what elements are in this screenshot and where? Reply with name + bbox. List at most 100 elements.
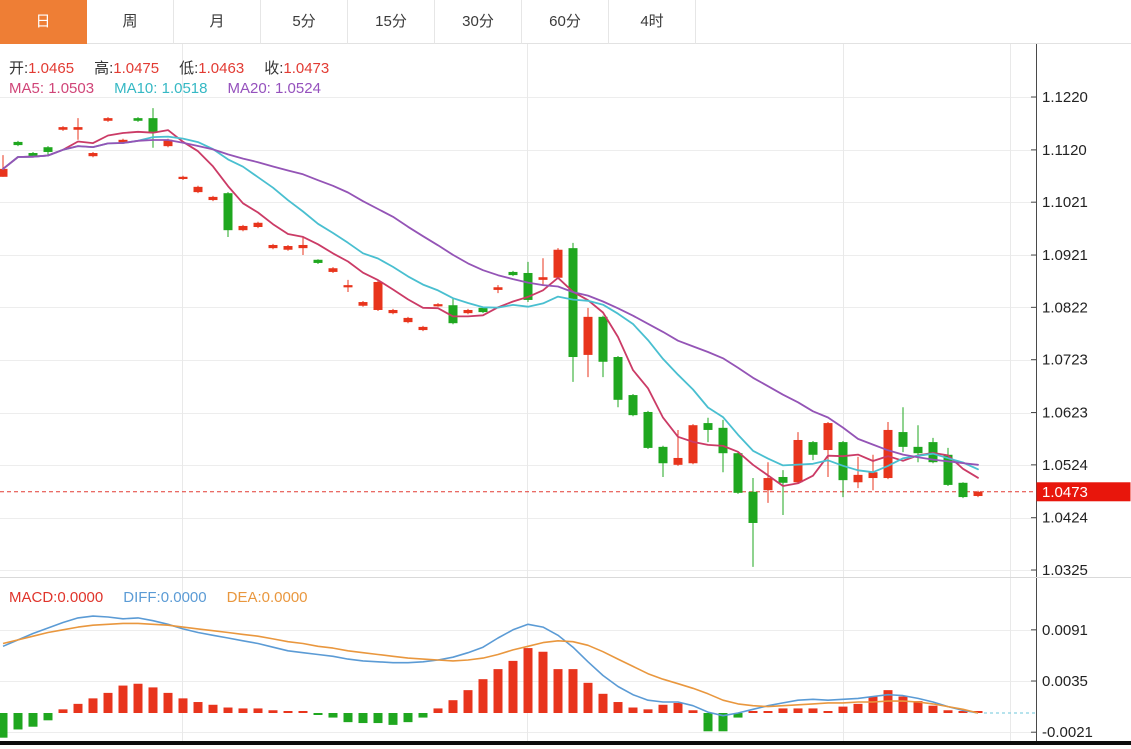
candle-body-50	[748, 491, 758, 523]
macd-chart[interactable]: 0.0091 0.0035 -0.0021	[0, 577, 1131, 741]
candle-body-11	[163, 139, 173, 147]
macd-bar-11	[163, 692, 173, 713]
macd-tick-label: -0.0021	[1042, 724, 1093, 741]
macd-bar-18	[268, 710, 278, 713]
macd-bar-5	[73, 703, 83, 713]
candle-body-53	[793, 439, 803, 483]
macd-bar-47	[703, 713, 713, 732]
macd-tick-label: 0.0035	[1042, 673, 1088, 690]
macd-bar-56	[838, 706, 848, 713]
macd-bar-52	[778, 708, 788, 713]
ohlc-legend: 开:1.0465 高:1.0475 低:1.0463 收:1.0473	[9, 57, 349, 78]
candle-body-7	[103, 118, 113, 121]
macd-bar-45	[673, 702, 683, 713]
price-axis-labels: 1.1220 1.1120 1.1021 1.0921 1.0822 1.0723 1.06…	[1031, 89, 1088, 577]
tab-0[interactable]: 日	[0, 0, 87, 44]
macd-bar-3	[43, 713, 53, 721]
candle-body-13	[193, 186, 203, 193]
candle-body-8	[118, 139, 128, 143]
macd-bar-7	[103, 692, 113, 713]
macd-bar-49	[733, 713, 743, 718]
macd-bar-51	[763, 711, 773, 713]
tab-7[interactable]: 4时	[609, 0, 696, 44]
current-price-label	[1036, 482, 1131, 502]
macd-bar-19	[283, 711, 293, 713]
macd-bar-34	[508, 660, 518, 713]
macd-bar-1	[13, 713, 23, 730]
macd-bar-44	[658, 704, 668, 713]
macd-bar-14	[208, 704, 218, 713]
candle-body-24	[358, 302, 368, 306]
macd-bar-38	[568, 669, 578, 713]
macd-bar-0	[0, 713, 8, 738]
macd-value: MACD:0.0000	[9, 589, 104, 606]
macd-bar-30	[448, 700, 458, 713]
candle-body-32	[478, 307, 488, 313]
current-price-text: 1.0473	[1042, 484, 1088, 501]
close-value: 收:1.0473	[264, 60, 330, 77]
candle-body-23	[343, 285, 353, 288]
candle-body-3	[43, 147, 53, 152]
candle-body-45	[673, 457, 683, 465]
tab-3[interactable]: 5分	[261, 0, 348, 44]
price-tick-label: 1.0723	[1042, 352, 1088, 369]
price-tick-label: 1.0524	[1042, 457, 1088, 474]
candle-body-30	[448, 305, 458, 324]
ma10-line	[2, 135, 979, 474]
candlestick-chart[interactable]: 1.1220 1.1120 1.1021 1.0921 1.0822 1.0723 1.06…	[0, 44, 1131, 577]
price-tick-label: 1.0325	[1042, 562, 1088, 577]
macd-bar-32	[478, 679, 488, 713]
candle-body-63	[943, 454, 953, 485]
candle-body-55	[823, 423, 833, 451]
period-tab-bar: 日周月 5分 15分 30分 60分 4时	[0, 0, 1131, 44]
macd-bar-25	[373, 713, 383, 724]
candle-body-44	[658, 446, 668, 464]
macd-axis-labels: 0.0091 0.0035 -0.0021	[1031, 622, 1093, 741]
macd-bars-layer	[0, 648, 983, 738]
candle-body-35	[523, 272, 533, 300]
candle-body-4	[58, 127, 68, 130]
candle-body-64	[958, 482, 968, 498]
macd-tick-label: 0.0091	[1042, 622, 1088, 639]
macd-bar-24	[358, 713, 368, 724]
tab-2[interactable]: 月	[174, 0, 261, 44]
macd-bar-48	[718, 713, 728, 732]
macd-bar-60	[898, 696, 908, 713]
price-tick-label: 1.1021	[1042, 194, 1088, 211]
macd-bar-21	[313, 713, 323, 715]
macd-bar-8	[118, 685, 128, 713]
candle-body-20	[298, 244, 308, 249]
macd-bar-62	[928, 705, 938, 713]
candle-body-49	[733, 453, 743, 493]
tab-1[interactable]: 周	[87, 0, 174, 44]
candle-body-65	[973, 491, 983, 497]
candle-body-51	[763, 478, 773, 491]
candle-body-41	[613, 357, 623, 400]
macd-bar-64	[958, 711, 968, 713]
tab-6[interactable]: 60分	[522, 0, 609, 44]
macd-bar-31	[463, 690, 473, 713]
macd-bar-54	[808, 708, 818, 713]
candle-body-59	[883, 429, 893, 479]
high-value: 高:1.0475	[94, 60, 160, 77]
candle-body-14	[208, 196, 218, 201]
candle-body-9	[133, 118, 143, 121]
candle-body-42	[628, 395, 638, 416]
ma5-value: MA5: 1.0503	[9, 80, 95, 97]
macd-bar-13	[193, 702, 203, 713]
macd-bar-65	[973, 711, 983, 713]
price-tick-label: 1.0822	[1042, 299, 1088, 316]
candle-body-28	[418, 326, 428, 331]
candle-body-47	[703, 423, 713, 430]
macd-bar-10	[148, 687, 158, 713]
macd-bar-35	[523, 648, 533, 713]
tab-4[interactable]: 15分	[348, 0, 435, 44]
candle-body-21	[313, 259, 323, 263]
candle-body-29	[433, 304, 443, 307]
tab-5[interactable]: 30分	[435, 0, 522, 44]
macd-bar-16	[238, 708, 248, 713]
macd-bar-37	[553, 669, 563, 713]
candle-body-2	[28, 153, 38, 157]
macd-bar-63	[943, 710, 953, 713]
